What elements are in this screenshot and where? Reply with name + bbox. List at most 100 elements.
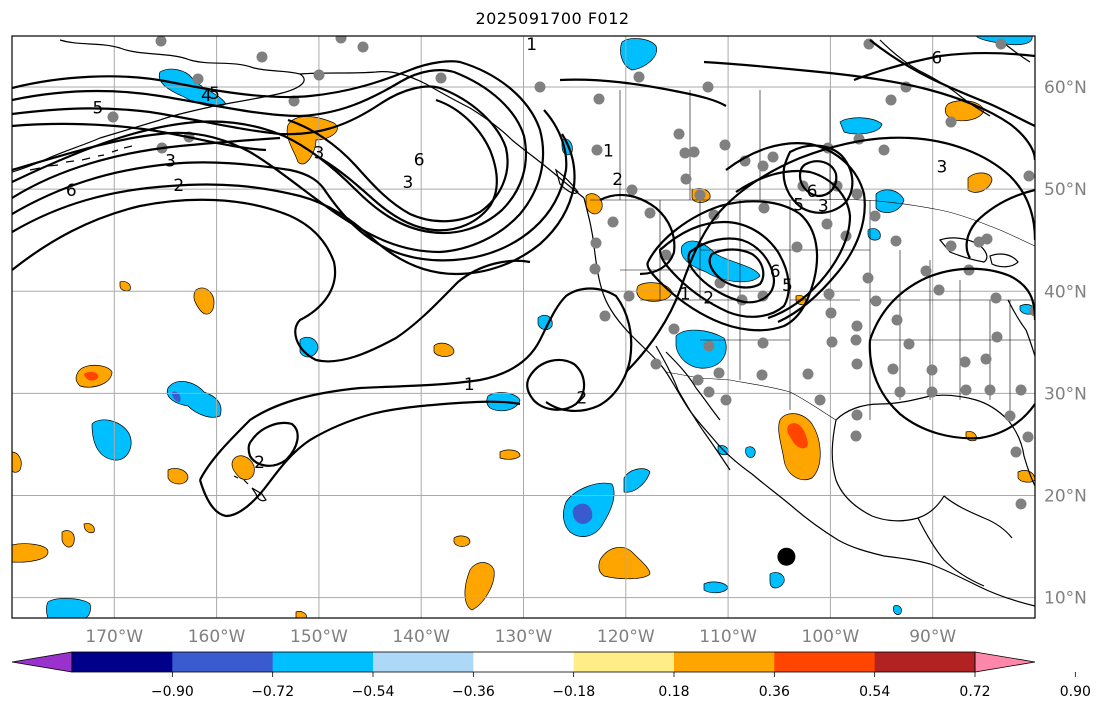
longitude-tick-label: 140°W (392, 627, 450, 647)
coastline-central-america (917, 495, 1013, 587)
anomaly-patch (167, 468, 189, 485)
contour-line (12, 98, 498, 232)
station-dot (599, 310, 611, 322)
map-frame (11, 35, 1036, 619)
station-dot (680, 173, 692, 185)
colorbar-segment (373, 652, 474, 672)
station-dot (1022, 431, 1034, 443)
station-dot (1023, 170, 1035, 182)
station-dot (1015, 498, 1027, 510)
anomaly-patch (769, 572, 785, 589)
contour-label: 5 (793, 195, 804, 215)
colorbar-extend-low (11, 651, 73, 673)
contour-lines (12, 39, 1035, 518)
station-dot (870, 295, 882, 307)
station-dot (288, 95, 300, 107)
map-gridlines (12, 36, 1035, 618)
station-dot (435, 72, 447, 84)
colorbar-tick-label: −0.72 (251, 684, 294, 700)
anomaly-patch (193, 287, 215, 315)
station-dot (758, 202, 770, 214)
great-lakes (938, 237, 1019, 268)
anomaly-patch (12, 543, 49, 563)
anomaly-patch (172, 391, 181, 402)
station-dot (851, 188, 863, 200)
station-dot (668, 323, 680, 335)
station-dot (702, 81, 714, 93)
contour-label: 5 (209, 84, 220, 104)
contour-label: 3 (402, 173, 413, 193)
station-dot (984, 384, 996, 396)
station-dot (991, 331, 1003, 343)
station-dot (192, 73, 204, 85)
station-dot (826, 336, 838, 348)
station-dot (703, 386, 715, 398)
contour-line (735, 169, 852, 320)
figure-title: 2025091700 F012 (475, 9, 630, 28)
station-dot (891, 314, 903, 326)
contour-label: 1 (603, 141, 614, 161)
station-dot (335, 36, 347, 44)
anomaly-patch (620, 38, 658, 71)
station-dot (963, 264, 975, 276)
anomaly-patch (295, 611, 307, 618)
colorbar-segment (473, 652, 575, 672)
station-dot (757, 160, 769, 172)
colorbar-tick-label: 0.18 (658, 684, 689, 700)
station-dot (933, 284, 945, 296)
station-dot (945, 116, 957, 128)
colorbar-outline (71, 651, 976, 673)
station-dot (155, 36, 167, 47)
contour-label: 3 (313, 143, 324, 163)
colorbar-tick-label: −0.18 (552, 684, 595, 700)
station-dot (981, 233, 993, 245)
station-dot (756, 369, 768, 381)
contour-label: 5 (93, 98, 104, 118)
station-dot (720, 394, 732, 406)
contour-line (599, 193, 676, 276)
anomaly-patch (585, 193, 603, 215)
station-dot (1004, 410, 1016, 422)
storm-position-marker (777, 547, 796, 566)
station-dot (660, 249, 672, 261)
station-dot (863, 38, 875, 50)
station-dot (694, 189, 706, 201)
station-dot (995, 38, 1007, 50)
contour-line (853, 51, 1035, 82)
contour-line (12, 133, 576, 276)
colorbar-segment (674, 652, 775, 672)
station-dot (890, 235, 902, 247)
aleutian-islands (29, 145, 133, 171)
colorbar-tick-label: −0.36 (452, 684, 495, 700)
anomaly-patch (680, 240, 761, 283)
coastline-alaska (12, 39, 305, 173)
station-dot (107, 111, 119, 123)
station-dot (851, 409, 863, 421)
latitude-tick-label: 50°N (1044, 180, 1087, 200)
contour-label: 6 (770, 262, 781, 282)
contour-line (12, 109, 568, 262)
contour-line (247, 421, 299, 467)
station-dot (926, 364, 938, 376)
contour-label: 1 (526, 35, 537, 55)
station-dot (767, 151, 779, 163)
colorbar-tick-label: 0.36 (759, 684, 790, 700)
contour-line (965, 188, 1035, 259)
contour-line (725, 142, 866, 324)
latitude-tick-label: 30°N (1044, 384, 1087, 404)
station-dot (960, 384, 972, 396)
contour-line (625, 136, 1035, 373)
anomaly-patch (572, 503, 593, 524)
station-dot (313, 69, 325, 81)
contour-line (12, 85, 509, 223)
station-dot (589, 263, 601, 275)
contour-label: 3 (936, 158, 947, 178)
longitude-tick-label: 90°W (909, 627, 956, 647)
contour-line (12, 69, 528, 235)
anomaly-patch (166, 381, 222, 418)
station-dot (679, 147, 691, 159)
contour-line (687, 237, 776, 304)
station-dot (823, 288, 835, 300)
station-dot (688, 146, 700, 158)
colorbar: −0.90 −0.72 −0.54 −0.36 −0.18 0.18 0.36 0.54 0.7… (11, 651, 1091, 700)
